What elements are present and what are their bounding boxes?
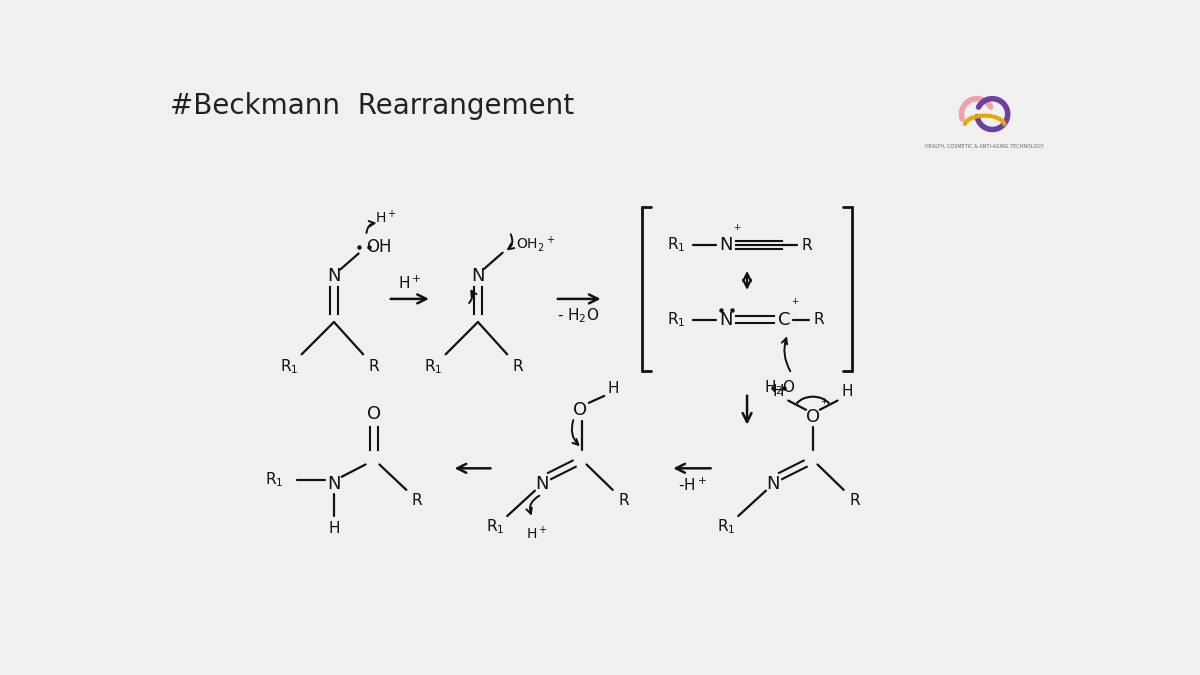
Text: N: N — [472, 267, 485, 285]
Text: R$_1$: R$_1$ — [424, 357, 443, 376]
Text: H: H — [841, 384, 853, 399]
Text: R: R — [512, 359, 523, 374]
Text: R$_1$: R$_1$ — [667, 310, 685, 329]
Text: H$^+$: H$^+$ — [527, 525, 548, 543]
Text: H$^+$: H$^+$ — [374, 209, 396, 226]
Text: HEALTH, COSMETIC & ANTI-AGING TECHNOLOGY: HEALTH, COSMETIC & ANTI-AGING TECHNOLOGY — [925, 144, 1044, 149]
Text: OH$_2$$^+$: OH$_2$$^+$ — [516, 234, 556, 254]
Text: R: R — [412, 493, 422, 508]
Text: O: O — [806, 408, 820, 427]
Text: R: R — [814, 313, 824, 327]
Text: R: R — [368, 359, 379, 374]
Text: -H$^+$: -H$^+$ — [678, 477, 707, 494]
Text: H: H — [607, 381, 619, 396]
Text: R$_1$: R$_1$ — [265, 470, 284, 489]
Text: R: R — [850, 493, 859, 508]
Text: C: C — [778, 310, 791, 329]
Text: N: N — [766, 475, 780, 493]
Text: $^+$: $^+$ — [818, 398, 829, 411]
Text: - H$_2$O: - H$_2$O — [557, 306, 599, 325]
Text: $^+$: $^+$ — [732, 223, 742, 236]
Text: H$^+$: H$^+$ — [397, 275, 421, 292]
Text: R: R — [618, 493, 629, 508]
Text: H: H — [329, 521, 340, 536]
Text: N: N — [720, 310, 733, 329]
Text: O: O — [367, 406, 382, 423]
Text: O: O — [574, 401, 588, 418]
Text: N: N — [720, 236, 733, 254]
Text: OH: OH — [366, 238, 391, 256]
Text: R: R — [802, 238, 812, 252]
Text: R$_1$: R$_1$ — [718, 518, 736, 536]
Text: $^+$: $^+$ — [790, 298, 800, 310]
Text: N: N — [328, 267, 341, 285]
Text: R$_1$: R$_1$ — [486, 518, 505, 536]
Text: R$_1$: R$_1$ — [280, 357, 299, 376]
Text: N: N — [535, 475, 548, 493]
Text: N: N — [328, 475, 341, 493]
Text: R$_1$: R$_1$ — [667, 236, 685, 254]
Text: #Beckmann  Rearrangement: #Beckmann Rearrangement — [170, 92, 574, 120]
Text: H$_2$O: H$_2$O — [764, 378, 796, 397]
Text: H: H — [773, 384, 784, 399]
